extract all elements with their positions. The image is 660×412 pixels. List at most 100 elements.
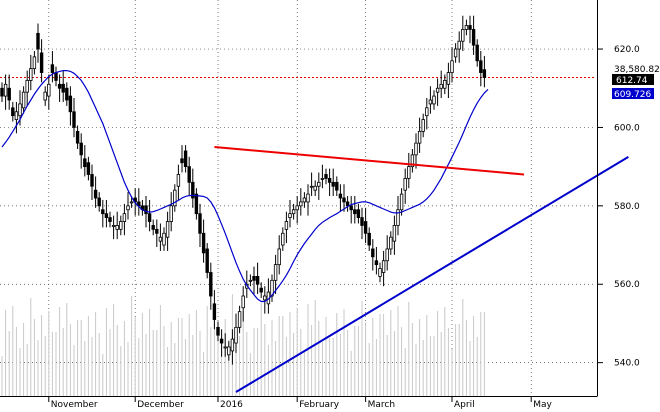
time-axis: November December 2016 February March April Ma… <box>48 396 552 410</box>
candle-body <box>327 177 332 183</box>
candle-body <box>14 111 19 121</box>
candle-body <box>381 260 386 273</box>
candle-body <box>317 181 321 187</box>
candle-body <box>396 209 400 226</box>
ma-value-label-box <box>612 88 654 99</box>
candle-body <box>79 142 83 156</box>
candle-body <box>443 80 447 89</box>
candle-body <box>475 44 479 62</box>
candle-body <box>403 177 407 191</box>
price-labels: 38,580.82 612.74 609.726 <box>612 65 660 100</box>
candle-body <box>273 264 278 281</box>
candle-body <box>158 236 163 242</box>
candle-body <box>50 64 55 73</box>
candle-body <box>302 197 307 203</box>
candle-body <box>0 87 4 97</box>
candle-body <box>471 29 476 46</box>
y-tick-label: 540.0 <box>614 359 640 369</box>
candle-body <box>194 193 199 215</box>
candle-body <box>338 193 343 199</box>
candle-body <box>29 68 33 81</box>
candle-body <box>75 130 80 144</box>
candle-body <box>342 197 346 203</box>
candle-body <box>295 205 299 211</box>
candle-body <box>115 225 119 230</box>
candle-body <box>446 72 451 85</box>
candle-body <box>227 346 231 356</box>
y-tick-label: 580.0 <box>614 202 640 212</box>
candle-body <box>425 107 429 117</box>
candle-body <box>374 260 379 266</box>
x-tick-label: November <box>51 400 98 410</box>
candle-body <box>83 158 87 168</box>
candle-body <box>25 80 29 93</box>
x-tick-label: May <box>533 400 552 410</box>
candle-body <box>360 217 364 226</box>
resistance-trendline <box>214 146 525 176</box>
y-tick-label: 560.0 <box>614 280 640 290</box>
candle-body <box>237 311 242 328</box>
candle-body <box>144 205 148 215</box>
candle-body <box>126 205 130 211</box>
candle-body <box>43 91 47 101</box>
candle-body <box>432 95 436 105</box>
candle-body <box>180 158 184 164</box>
candle-body <box>356 209 361 218</box>
candle-body <box>39 52 44 73</box>
candle-body <box>392 225 397 242</box>
candle-body <box>47 83 51 97</box>
candle-body <box>288 213 292 218</box>
candle-body <box>252 275 256 281</box>
candle-body <box>219 338 224 344</box>
last-volume-label: 38,580.82 <box>614 65 660 75</box>
candle-body <box>421 119 425 132</box>
candle-body <box>93 189 98 199</box>
candle-body <box>371 248 375 258</box>
candle-body <box>389 236 393 250</box>
candle-body <box>428 99 433 105</box>
candle-body <box>234 326 238 344</box>
candle-body <box>61 83 65 93</box>
candle-body <box>205 248 209 273</box>
candle-body <box>453 48 458 58</box>
candle-body <box>349 205 353 211</box>
candle-body <box>57 83 62 89</box>
candle-body <box>72 111 76 128</box>
candle-body <box>108 217 112 222</box>
candle-body <box>86 162 91 175</box>
candle-body <box>36 32 40 50</box>
candle-body <box>299 201 303 207</box>
candle-body <box>187 166 191 183</box>
candle-body <box>482 69 487 78</box>
candle-body <box>169 205 173 222</box>
candle-body <box>385 248 389 262</box>
candle-body <box>11 107 15 117</box>
candlesticks <box>0 15 487 365</box>
candle-body <box>309 185 314 188</box>
candle-body <box>68 95 73 113</box>
candle-body <box>129 201 134 204</box>
x-tick-label: March <box>368 400 395 410</box>
candle-body <box>122 213 127 222</box>
candle-body <box>461 29 465 42</box>
candle-body <box>183 150 188 168</box>
candle-body <box>104 213 109 218</box>
candle-body <box>223 346 227 349</box>
candle-body <box>7 87 11 101</box>
candle-body <box>410 154 415 168</box>
candle-body <box>439 83 443 89</box>
x-tick-label: 2016 <box>220 400 243 410</box>
candle-body <box>101 209 105 215</box>
candle-body <box>479 60 483 73</box>
candle-body <box>399 193 404 211</box>
candle-body <box>54 72 58 81</box>
candle-body <box>335 181 339 191</box>
candle-body <box>97 197 101 207</box>
candle-body <box>216 326 220 336</box>
candle-body <box>367 232 371 246</box>
candle-body <box>464 25 469 30</box>
candle-body <box>255 275 260 285</box>
candle-body <box>353 209 357 215</box>
candle-body <box>277 248 281 266</box>
candle-body <box>3 83 8 97</box>
